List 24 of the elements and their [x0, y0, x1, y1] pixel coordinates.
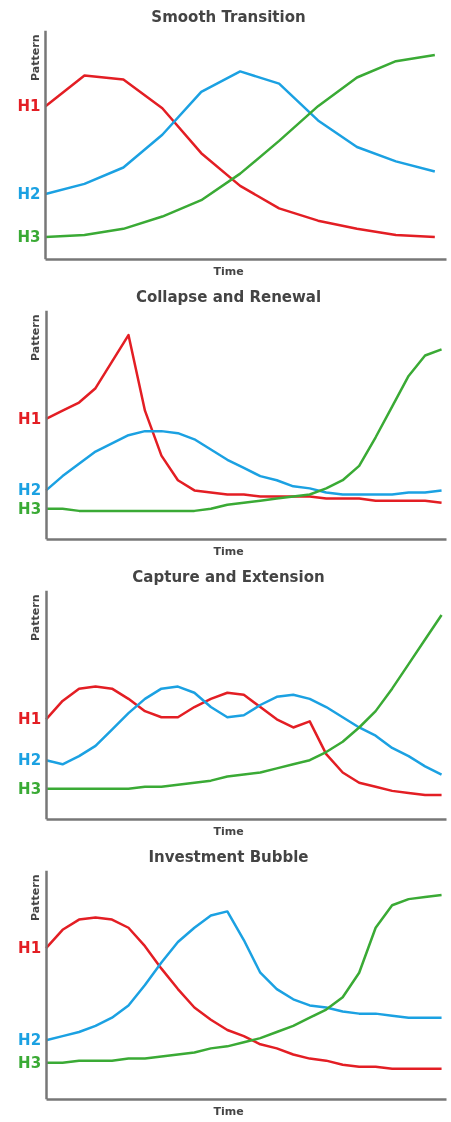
y-axis-title: Pattern [28, 34, 42, 81]
series-label: H3 [18, 1053, 42, 1072]
series-label: H1 [18, 409, 42, 428]
x-axis-title: Time [213, 1104, 244, 1118]
series-label: H2 [18, 1031, 42, 1050]
series-label: H2 [17, 185, 41, 204]
series-label: H1 [18, 710, 42, 729]
series-label: H3 [18, 779, 42, 798]
series-label: H1 [18, 939, 42, 958]
y-axis-title: Pattern [29, 594, 43, 641]
series-label: H3 [17, 228, 41, 247]
y-axis-title: Pattern [29, 874, 43, 921]
x-axis-title: Time [213, 824, 244, 838]
chart-title: Collapse and Renewal [135, 287, 322, 306]
chart-title: Smooth Transition [151, 7, 306, 26]
series-label: H2 [18, 481, 42, 500]
chart-title: Investment Bubble [148, 847, 309, 866]
series-label: H2 [18, 751, 42, 770]
x-axis-title: Time [213, 544, 244, 558]
series-label: H3 [18, 499, 42, 518]
series-label: H1 [17, 97, 41, 116]
chart-title: Capture and Extension [132, 567, 325, 586]
x-axis-title: Time [213, 264, 244, 278]
y-axis-title: Pattern [29, 314, 43, 361]
